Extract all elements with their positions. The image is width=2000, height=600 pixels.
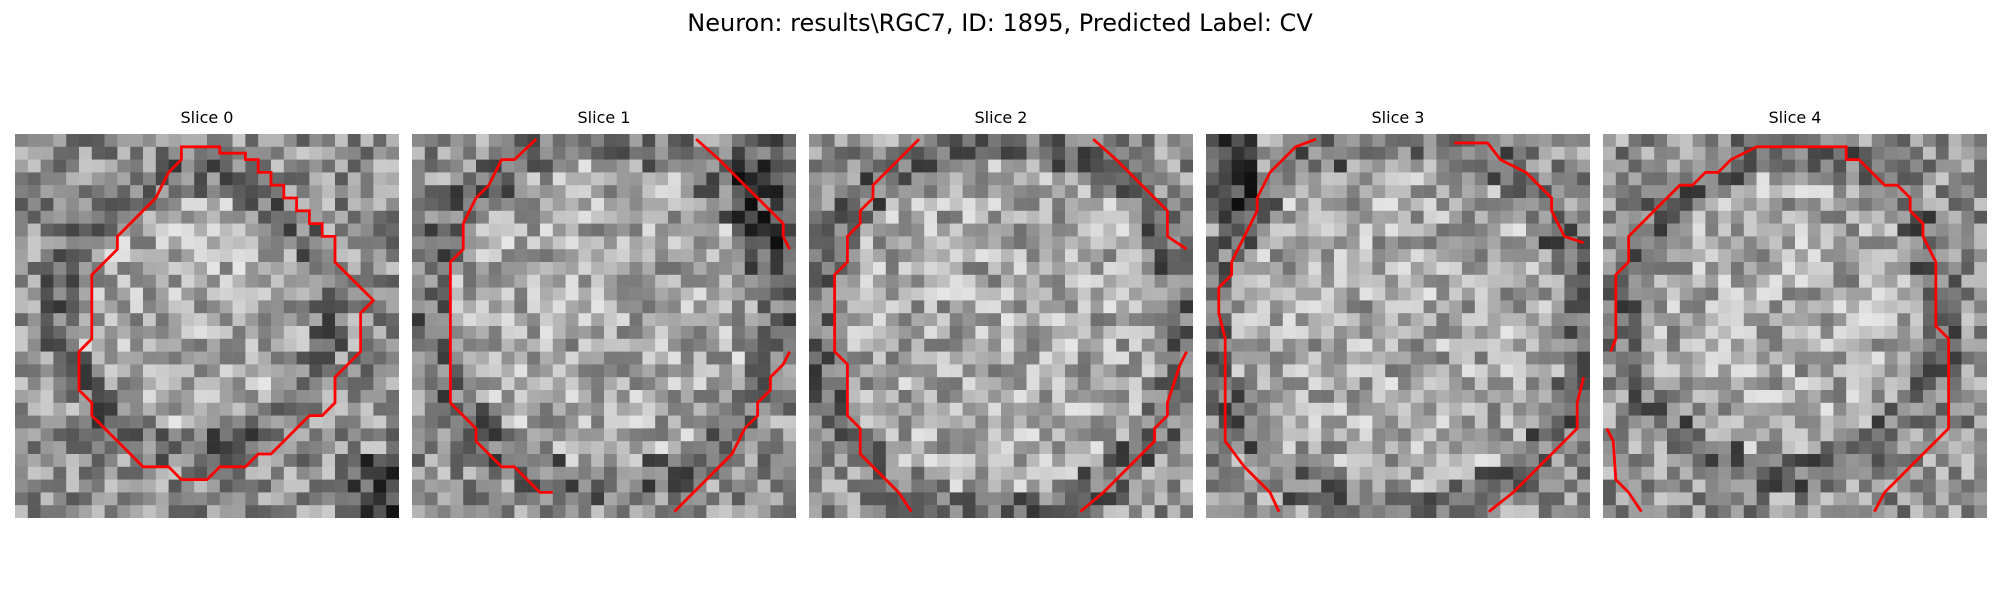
pixel-grid-4 xyxy=(1603,134,1987,518)
slice-title-3: Slice 3 xyxy=(1371,108,1425,127)
figure-title: Neuron: results\RGC7, ID: 1895, Predicte… xyxy=(687,9,1313,37)
contour-3-left xyxy=(1217,137,1317,513)
slice-panel-3: Slice 3 xyxy=(1206,106,1590,526)
contour-2-right xyxy=(1092,138,1188,251)
pixel-grid-1 xyxy=(412,134,796,518)
slice-panel-4: Slice 4 xyxy=(1603,106,1987,526)
contour-4-lower-left xyxy=(1605,427,1643,513)
contour-3-right xyxy=(1454,141,1585,245)
slice-image-4 xyxy=(1603,134,1987,518)
slice-image-1 xyxy=(412,134,796,518)
slice-title-2: Slice 2 xyxy=(974,108,1028,127)
contour-2-left xyxy=(833,138,921,513)
pixel-grid-2 xyxy=(809,134,1193,518)
contour-1-left xyxy=(448,138,553,494)
contour-4-main xyxy=(1609,145,1951,513)
slice-panel-0: Slice 0 xyxy=(15,106,399,526)
slice-image-0 xyxy=(15,134,399,518)
contour-3-bottom xyxy=(1488,376,1585,513)
pixel-grid-3 xyxy=(1206,134,1590,518)
contour-1-right xyxy=(695,138,791,250)
slice-title-1: Slice 1 xyxy=(577,108,631,127)
slice-title-0: Slice 0 xyxy=(180,108,234,127)
contour-0 xyxy=(77,145,376,482)
contour-1-bottom xyxy=(673,350,791,513)
slice-image-2 xyxy=(809,134,1193,518)
slice-image-3 xyxy=(1206,134,1590,518)
slice-panel-2: Slice 2 xyxy=(809,106,1193,526)
pixel-grid-0 xyxy=(15,134,399,518)
slice-title-4: Slice 4 xyxy=(1768,108,1822,127)
slice-panel-1: Slice 1 xyxy=(412,106,796,526)
contour-2-bottom xyxy=(1079,350,1188,513)
